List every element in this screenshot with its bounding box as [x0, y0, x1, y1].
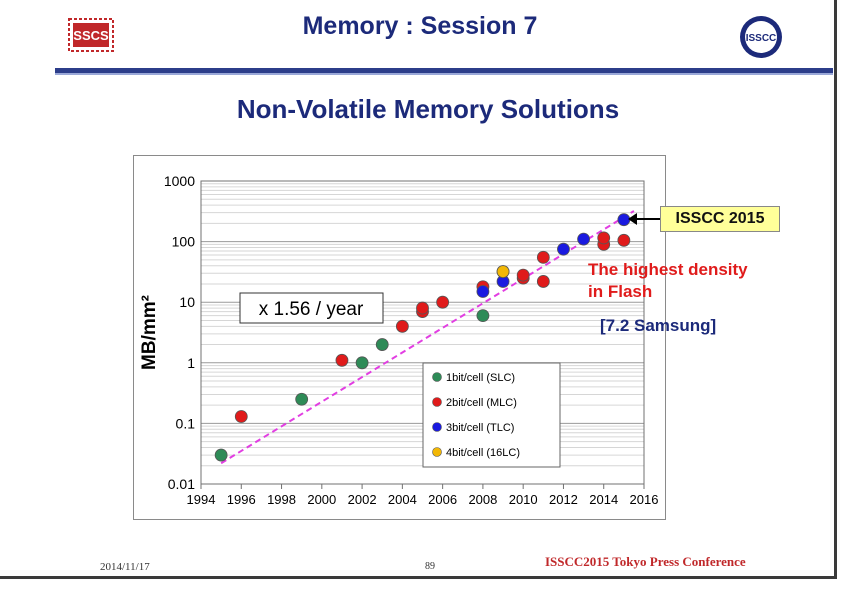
data-point: [476, 285, 490, 298]
data-point: [617, 233, 631, 247]
x-tick-label: 2012: [549, 492, 578, 507]
y-tick-label: 1000: [164, 173, 195, 189]
y-tick-label: 0.1: [176, 415, 196, 431]
density-line-1: The highest density: [588, 260, 748, 279]
x-tick-label: 2008: [468, 492, 497, 507]
data-point: [214, 448, 228, 462]
legend-box: [422, 362, 561, 468]
x-tick-label: 2006: [428, 492, 457, 507]
x-tick-label: 1996: [227, 492, 256, 507]
data-point: [597, 231, 611, 245]
x-tick-label: 2010: [509, 492, 538, 507]
callout-arrow-head: [628, 213, 637, 225]
trend-label-box: [239, 292, 384, 324]
legend-label: 4bit/cell (16LC): [446, 447, 520, 459]
x-tick-label: 2014: [589, 492, 618, 507]
chart-svg: 0.01 0.1 1 10 100 1000 1994 1996 1998 2000 2002 200…: [133, 155, 666, 520]
data-point: [234, 410, 248, 423]
data-point: [557, 242, 570, 256]
samsung-reference: [7.2 Samsung]: [600, 316, 717, 335]
density-chart: 0.01 0.1 1 10 100 1000 1994 1996 1998 2000 2002 200…: [133, 155, 666, 520]
slide-subtitle: Non-Volatile Memory Solutions: [236, 94, 620, 124]
trend-label: x 1.56 / year: [259, 299, 364, 320]
data-point: [335, 353, 349, 367]
data-point: [496, 265, 510, 278]
slide-frame: [0, 0, 837, 579]
data-point: [395, 319, 409, 333]
y-tick-label: 10: [179, 294, 195, 310]
x-tick-label: 2000: [307, 492, 336, 507]
y-axis-label: MB/mm²: [139, 295, 160, 370]
highest-density-callout: The highest density in Flash: [588, 259, 748, 303]
x-tick-label: 2016: [630, 492, 659, 507]
density-line-2: in Flash: [588, 282, 653, 301]
legend-marker: [432, 397, 442, 407]
isscc-2015-callout: ISSCC 2015: [660, 206, 780, 232]
legend-label: 2bit/cell (MLC): [446, 397, 517, 409]
x-tick-label: 2004: [388, 492, 417, 507]
x-tick-label: 2002: [348, 492, 377, 507]
data-point: [355, 356, 369, 370]
legend-label: 1bit/cell (SLC): [446, 372, 515, 384]
isscc-logo: ISSCC: [738, 14, 784, 65]
y-tick-label: 1: [187, 355, 195, 371]
data-point: [375, 338, 389, 351]
legend-marker: [432, 447, 442, 457]
sscs-logo: SSCS: [68, 18, 114, 57]
footer-date: 2014/11/17: [100, 561, 150, 573]
header-divider-accent: [55, 73, 833, 75]
data-point: [536, 250, 550, 264]
callout-arrow-line: [632, 218, 660, 220]
footer-conference: ISSCC2015 Tokyo Press Conference: [545, 554, 746, 569]
legend-marker: [432, 422, 442, 432]
header-divider: [55, 68, 833, 73]
data-point: [295, 392, 309, 406]
chart-frame: [133, 155, 666, 520]
y-tick-label: 0.01: [168, 476, 195, 492]
sscs-logo-text: SSCS: [73, 28, 109, 43]
x-tick-label: 1994: [187, 492, 216, 507]
legend-marker: [432, 372, 442, 382]
page-title: Memory : Session 7: [302, 12, 538, 40]
legend-label: 3bit/cell (TLC): [446, 422, 514, 434]
data-point: [577, 232, 590, 246]
footer-page-number: 89: [425, 561, 435, 572]
isscc-logo-text: ISSCC: [746, 33, 777, 44]
data-point: [536, 275, 550, 288]
data-point: [436, 295, 450, 309]
data-point: [416, 301, 429, 315]
x-tick-label: 1998: [267, 492, 296, 507]
data-point: [476, 309, 490, 323]
data-point: [516, 268, 530, 282]
plot-area: [200, 180, 645, 485]
y-tick-label: 100: [172, 234, 196, 250]
